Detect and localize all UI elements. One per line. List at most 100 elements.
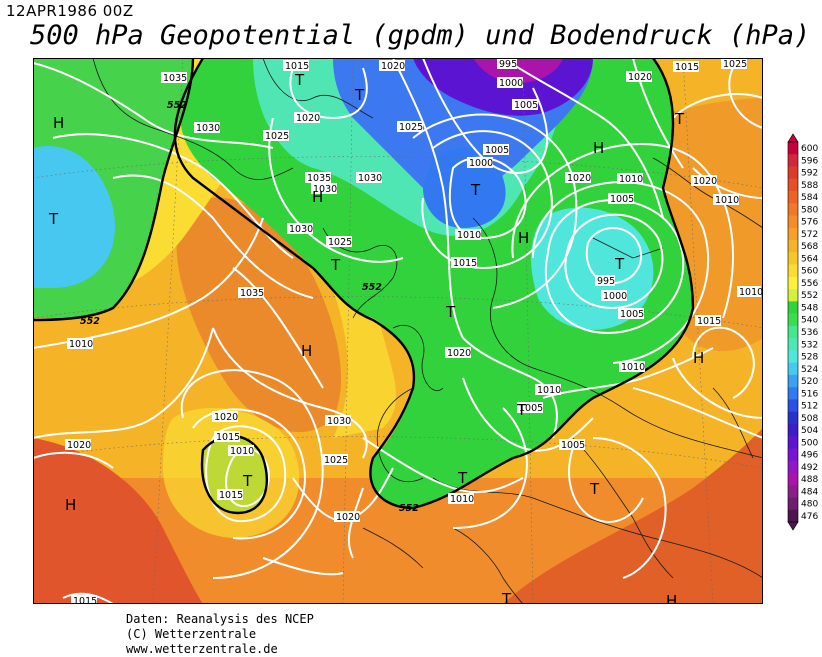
colorbar-level-label: 520 [801, 377, 818, 387]
colorbar-swatch [788, 460, 798, 474]
svg-text:1010: 1010 [450, 494, 474, 505]
colorbar-swatch [788, 252, 798, 265]
svg-text:1020: 1020 [214, 412, 238, 423]
colorbar-level-label: 588 [801, 181, 818, 191]
isobar-label: 1015 [71, 595, 97, 604]
svg-text:1020: 1020 [628, 72, 652, 83]
low-center-marker: T [48, 210, 59, 228]
svg-text:995: 995 [499, 59, 517, 70]
isobar-label: 1005 [517, 402, 543, 414]
credits: Daten: Reanalysis des NCEP (C) Wetterzen… [126, 612, 314, 657]
low-center-marker: T [445, 303, 456, 321]
svg-text:1020: 1020 [567, 173, 591, 184]
low-center-marker: T [501, 590, 512, 604]
low-center-marker: T [354, 86, 365, 104]
colorbar-swatch [788, 411, 798, 425]
colorbar-level-label: 496 [801, 451, 818, 461]
weather-map: 1035 1030 1025 1020 1015 1025 1030 1035 … [33, 58, 763, 604]
isobar-label: 1020 [334, 511, 360, 523]
colorbar-level-label: 488 [801, 475, 818, 485]
isobar-label: 1035 [305, 172, 331, 184]
colorbar-level-label: 592 [801, 169, 818, 179]
svg-text:1010: 1010 [537, 385, 561, 396]
colorbar-level-label: 512 [801, 402, 818, 412]
colorbar-swatch [788, 338, 798, 351]
isobar-label: 1000 [497, 77, 523, 89]
colorbar-swatch [788, 227, 798, 241]
svg-text:1020: 1020 [693, 176, 717, 187]
gp-labels: 552 552 552 552 [80, 100, 419, 514]
colorbar-bottom-arrow [787, 521, 799, 531]
colorbar-swatch [788, 497, 798, 511]
isobar-label: 1030 [287, 223, 313, 235]
svg-text:1025: 1025 [723, 59, 747, 70]
svg-text:1020: 1020 [447, 348, 471, 359]
isobar-label: 1020 [212, 411, 238, 423]
high-center-marker: H [693, 349, 704, 367]
colorbar-level-label: 576 [801, 218, 818, 228]
svg-text:1035: 1035 [240, 288, 264, 299]
colorbar-frame [787, 141, 799, 523]
colorbar-level-label: 516 [801, 389, 818, 399]
isobar-label: 1025 [326, 236, 352, 248]
colorbar-swatch [788, 325, 798, 339]
map-frame [33, 58, 763, 604]
credit-data-source: Daten: Reanalysis des NCEP [126, 612, 314, 626]
svg-text:1005: 1005 [514, 100, 538, 111]
isobar-label: 1015 [451, 257, 477, 269]
colorbar-level-label: 596 [801, 156, 818, 166]
gp-label: 552 [80, 316, 100, 327]
isobars [33, 58, 763, 604]
isobar-label: 1020 [691, 175, 717, 187]
weather-map-canvas: 1035 1030 1025 1020 1015 1025 1030 1035 … [33, 58, 763, 604]
isobar-label: 1005 [618, 308, 644, 320]
isobar-label: 1010 [737, 286, 763, 298]
isobar-label: 1010 [67, 338, 93, 350]
low-center-marker: T [516, 401, 527, 419]
svg-text:1010: 1010 [69, 339, 93, 350]
svg-text:1015: 1015 [216, 432, 240, 443]
high-center-marker: H [666, 592, 677, 604]
isobar-label: 1005 [608, 193, 634, 205]
colorbar-level-label: 552 [801, 291, 818, 301]
isobar-label: 1025 [322, 454, 348, 466]
colorbar-level-label: 536 [801, 328, 818, 338]
high-center-marker: H [593, 139, 604, 157]
isobar-label: 1025 [397, 121, 423, 133]
field-orange-ridge [176, 197, 342, 433]
colorbar-level-label: 492 [801, 463, 818, 473]
svg-text:1015: 1015 [285, 61, 309, 72]
high-center-marker: H [301, 342, 312, 360]
svg-text:1010: 1010 [621, 362, 645, 373]
colorbar-swatch [788, 203, 798, 216]
colorbar-level-label: 556 [801, 279, 818, 289]
colorbar-level-label: 500 [801, 438, 818, 448]
colorbar-swatch [788, 276, 798, 290]
isobar-label: 1010 [535, 384, 561, 396]
gp-label: 552 [399, 503, 419, 514]
colorbar-canvas: 600 596 592 588 584 580 576 572 568 564 560 556 552 5… [787, 133, 818, 531]
low-center-marker: T [242, 472, 253, 490]
colorbar-level-label: 580 [801, 205, 818, 215]
isobar-labels: 1035 1030 1025 1020 1015 1025 1030 1035 … [65, 58, 763, 604]
isobar-label: 1020 [294, 112, 320, 124]
isobar-label: 1015 [673, 61, 699, 73]
colorbar-legend: 600 596 592 588 584 580 576 572 568 564 560 556 552 5… [786, 132, 822, 532]
isobar-label: 1025 [721, 58, 747, 70]
isobar-label: 1005 [512, 99, 538, 111]
svg-text:1015: 1015 [219, 490, 243, 501]
field-cyan-west [33, 146, 115, 288]
isobar-label: 1010 [455, 229, 481, 241]
colorbar-level-label: 564 [801, 254, 818, 264]
colorbar-swatch [788, 215, 798, 229]
field-magenta-core [473, 58, 563, 83]
high-center-marker: H [518, 229, 529, 247]
svg-text:1010: 1010 [457, 230, 481, 241]
isobar-label: 1015 [283, 60, 309, 72]
colorbar-level-label: 560 [801, 267, 818, 277]
svg-text:1000: 1000 [469, 158, 493, 169]
isobar-label: 1010 [228, 445, 254, 457]
svg-text:1015: 1015 [73, 596, 97, 604]
svg-text:995: 995 [597, 276, 615, 287]
colorbar-swatch [788, 374, 798, 388]
